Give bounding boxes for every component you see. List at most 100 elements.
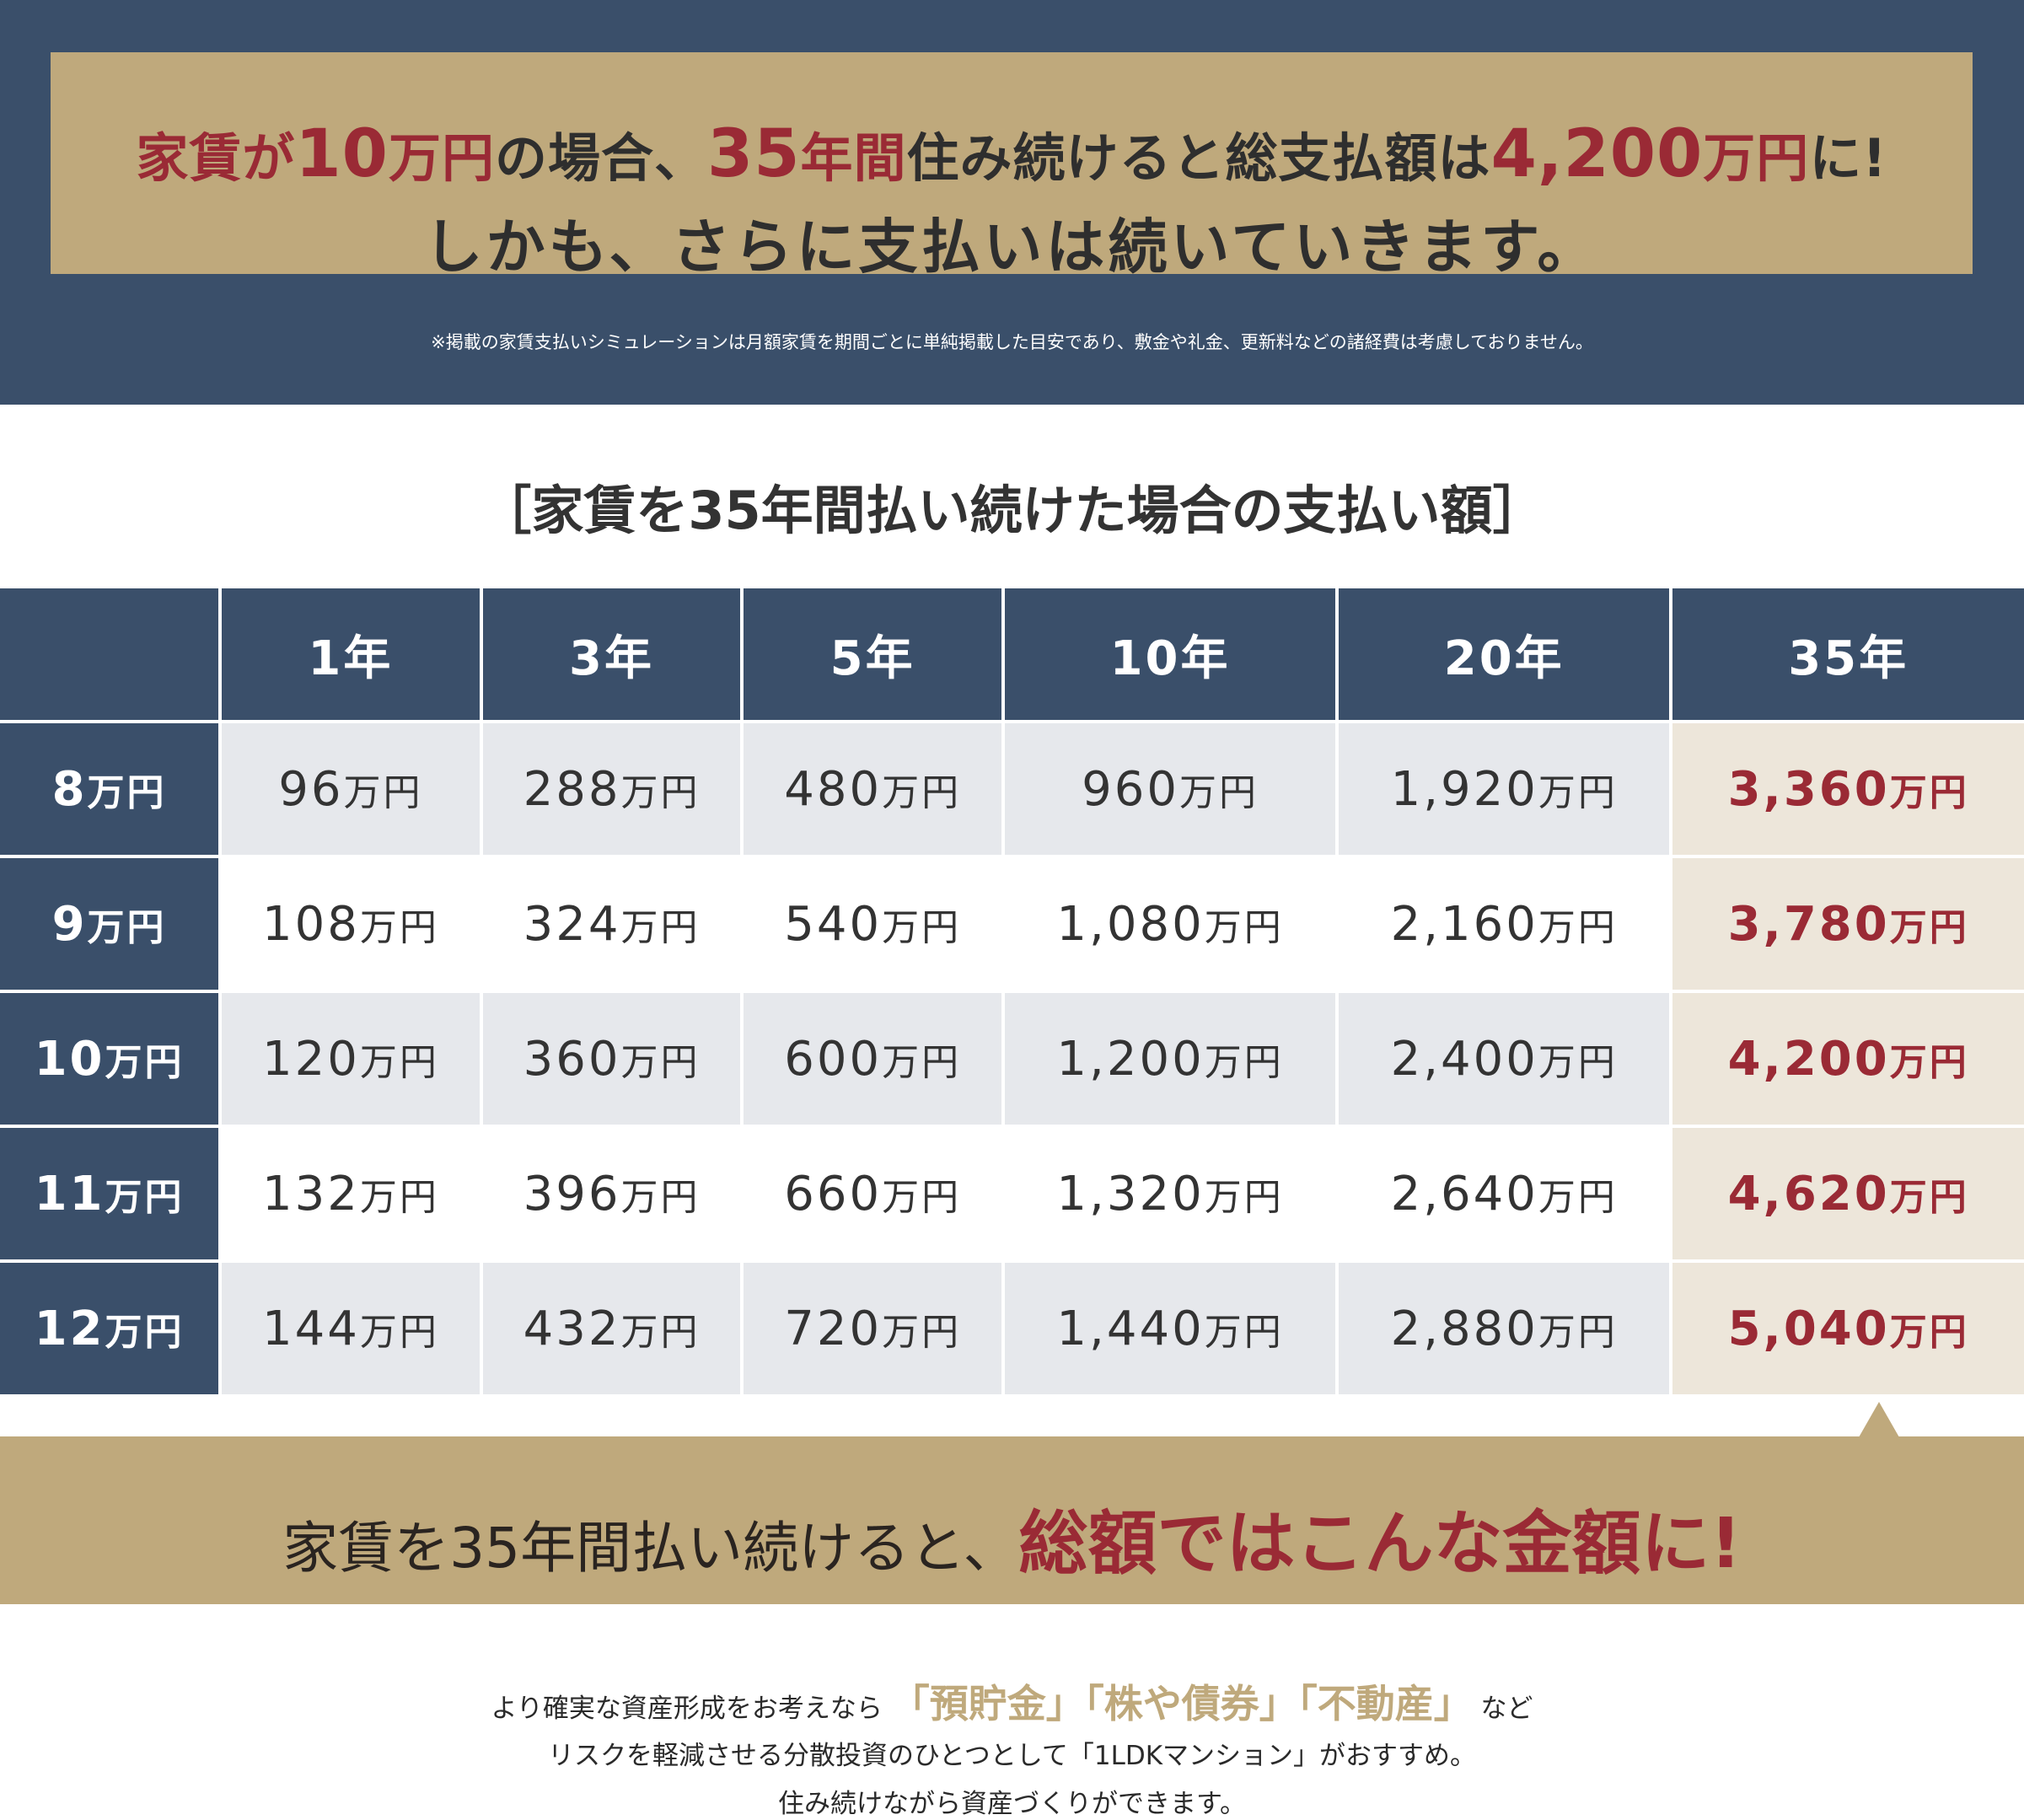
amount: 360 <box>523 1031 621 1087</box>
table-cell: 600万円 <box>744 993 1001 1125</box>
table-cell: 720万円 <box>744 1263 1001 1394</box>
unit: 万円 <box>1538 905 1618 949</box>
column-header <box>0 588 219 720</box>
table-cell: 2,880万円 <box>1339 1263 1670 1394</box>
table-cell: 396万円 <box>482 1128 741 1259</box>
amount: 144 <box>261 1301 360 1356</box>
amount: 1,320 <box>1056 1166 1205 1221</box>
headline-segment: 万円 <box>1703 127 1810 189</box>
table-cell: 3,360万円 <box>1672 723 2024 855</box>
bottom-highlight: 「預貯金」「株や債券」「不動産」 <box>890 1681 1473 1726</box>
table-title: ［家賃を35年間払い続けた場合の支払い額］ <box>479 480 1545 541</box>
unit: 万円 <box>882 1175 962 1219</box>
bottom-line-3: 住み続けながら資産づくりができます。 <box>778 1789 1246 1819</box>
table-cell: 96万円 <box>222 723 480 855</box>
bottom-text: など <box>1480 1694 1533 1724</box>
table-cell: 660万円 <box>744 1128 1001 1259</box>
bottom-text: より確実な資産形成をお考えなら <box>491 1694 883 1724</box>
amount: 3,360 <box>1727 761 1890 817</box>
table-cell: 5,040万円 <box>1672 1263 2024 1394</box>
table-cell: 1,200万円 <box>1004 993 1336 1125</box>
headline-line1: 家賃が10万円の場合、35年間住み続けると総支払額は4,200万円に! <box>51 121 1973 187</box>
amount: 432 <box>523 1301 621 1356</box>
table-row: 12万円 144万円 432万円 720万円 1,440万円 2,880万円 5,040万円 <box>0 1263 2024 1394</box>
amount: 4,620 <box>1727 1166 1890 1221</box>
column-header: 5年 <box>744 588 1001 720</box>
unit: 万円 <box>620 1310 701 1354</box>
unit: 万円 <box>343 770 423 814</box>
unit: 万円 <box>1889 905 1969 949</box>
unit: 万円 <box>882 1310 962 1354</box>
headline-segment: 家賃が <box>136 127 296 189</box>
headline-line2: しかも、さらに支払いは続いていきます。 <box>423 212 1600 282</box>
rent-table: 1年 3年 5年 10年 20年 35年 8万円 96万円 288万円 480万円 960万円 1,9… <box>0 585 2024 1398</box>
row-header: 8万円 <box>0 723 219 855</box>
column-header: 10年 <box>1004 588 1336 720</box>
column-header: 35年 <box>1672 588 2024 720</box>
amount: 480 <box>784 761 883 817</box>
unit: 万円 <box>620 770 701 814</box>
table-cell: 3,780万円 <box>1672 858 2024 990</box>
unit: 万円 <box>1538 770 1618 814</box>
amount: 1,920 <box>1390 761 1538 817</box>
unit: 万円 <box>1538 1175 1618 1219</box>
amount: 288 <box>523 761 621 817</box>
amount: 1,440 <box>1056 1301 1205 1356</box>
unit: 万円 <box>1204 1175 1284 1219</box>
table-cell: 144万円 <box>222 1263 480 1394</box>
amount: 960 <box>1082 761 1179 817</box>
amount: 2,640 <box>1390 1166 1538 1221</box>
headline-segment: 住み続けると総支払額は <box>906 127 1491 189</box>
unit: 万円 <box>1538 1040 1618 1084</box>
summary-plain: 家賃を35年間払い続けると、 <box>282 1516 1019 1581</box>
unit: 万円 <box>620 1040 701 1084</box>
unit: 万円 <box>1538 1310 1618 1354</box>
headline-box: 家賃が10万円の場合、35年間住み続けると総支払額は4,200万円に! しかも、… <box>51 52 1973 282</box>
table-row: 9万円 108万円 324万円 540万円 1,080万円 2,160万円 3,780万円 <box>0 858 2024 990</box>
table-cell: 4,200万円 <box>1672 993 2024 1125</box>
table-cell: 1,440万円 <box>1004 1263 1336 1394</box>
pointer-triangle <box>1859 1402 1899 1437</box>
row-header: 10万円 <box>0 993 219 1125</box>
unit: 万円 <box>1204 1310 1284 1354</box>
amount: 540 <box>784 896 883 952</box>
amount: 120 <box>261 1031 360 1087</box>
table-cell: 324万円 <box>482 858 741 990</box>
unit: 万円 <box>105 1310 185 1354</box>
unit: 万円 <box>105 1040 185 1084</box>
amount: 3,780 <box>1727 896 1890 952</box>
bottom-line-2: リスクを軽減させる分散投資のひとつとして「1LDKマンション」がおすすめ。 <box>547 1741 1477 1771</box>
bottom-line-1: より確実な資産形成をお考えなら 「預貯金」「株や債券」「不動産」 など <box>0 1673 2024 1729</box>
table-cell: 480万円 <box>744 723 1001 855</box>
unit: 万円 <box>359 1310 439 1354</box>
unit: 万円 <box>87 905 167 949</box>
row-header: 11万円 <box>0 1128 219 1259</box>
amount: 600 <box>784 1031 883 1087</box>
unit: 万円 <box>1889 770 1969 814</box>
amount: 660 <box>784 1166 883 1221</box>
amount: 96 <box>278 761 344 817</box>
table-row: 10万円 120万円 360万円 600万円 1,200万円 2,400万円 4,200万円 <box>0 993 2024 1125</box>
rent-value: 11 <box>34 1166 105 1221</box>
table-cell: 1,320万円 <box>1004 1128 1336 1259</box>
unit: 万円 <box>882 1040 962 1084</box>
unit: 万円 <box>1889 1175 1969 1219</box>
column-header: 1年 <box>222 588 480 720</box>
table-row: 11万円 132万円 396万円 660万円 1,320万円 2,640万円 4,620万円 <box>0 1128 2024 1259</box>
unit: 万円 <box>359 905 439 949</box>
table-cell: 120万円 <box>222 993 480 1125</box>
headline-segment: の場合、 <box>494 127 707 189</box>
unit: 万円 <box>620 1175 701 1219</box>
headline-segment: 年間 <box>800 127 907 189</box>
rent-value: 10 <box>34 1031 105 1087</box>
unit: 万円 <box>1889 1040 1969 1084</box>
amount: 4,200 <box>1727 1031 1890 1087</box>
row-header: 9万円 <box>0 858 219 990</box>
rent-value: 9 <box>51 896 88 952</box>
amount: 324 <box>523 896 621 952</box>
table-cell: 108万円 <box>222 858 480 990</box>
table-cell: 2,160万円 <box>1339 858 1670 990</box>
table-row: 8万円 96万円 288万円 480万円 960万円 1,920万円 3,360万円 <box>0 723 2024 855</box>
unit: 万円 <box>882 770 962 814</box>
headline-segment: に! <box>1809 127 1887 189</box>
